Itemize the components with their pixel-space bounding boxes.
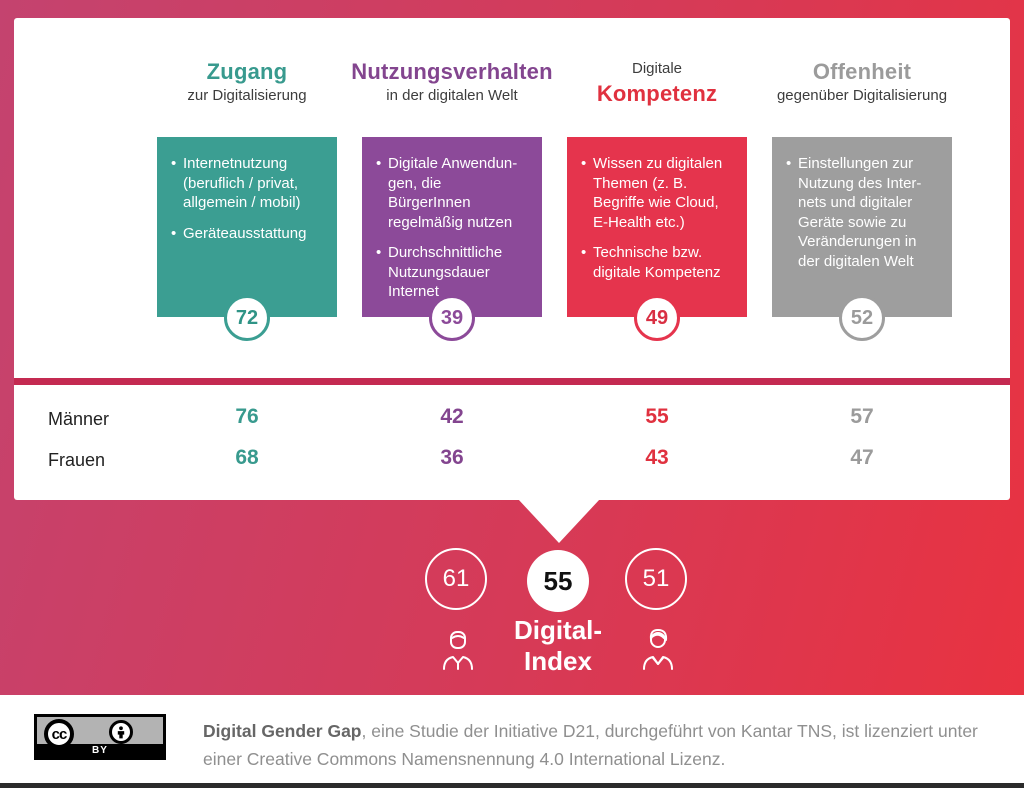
row-value: 36	[440, 446, 464, 469]
section-divider-line	[14, 378, 1010, 385]
row-value: 47	[850, 446, 874, 469]
bullet-item: Wissen zu digitalen Themen (z. B. Begrif…	[581, 154, 733, 232]
row-value: 76	[235, 405, 259, 428]
score-badge-offenheit: 52	[839, 295, 885, 341]
male-icon	[443, 631, 473, 670]
index-circle-maenner: 61	[425, 548, 487, 610]
bottom-edge-bar	[0, 783, 1024, 788]
cc-by-bar: BY	[37, 744, 163, 757]
column-title: Nutzungsverhalten	[351, 59, 553, 84]
attribution-person-icon	[109, 720, 133, 744]
license-text-title: Digital Gender Gap	[203, 721, 362, 741]
row-value: 68	[235, 446, 259, 469]
cc-icon: cc	[44, 719, 74, 749]
column-title: Zugang	[206, 59, 288, 84]
cc-by-license-badge: BY cc	[34, 714, 166, 760]
bullet-item: Durchschnittliche Nutzungsdauer Internet	[376, 243, 528, 302]
row-value: 43	[645, 446, 669, 469]
column-subtitle: in der digitalen Welt	[386, 87, 518, 104]
license-text-rest: , eine Studie der Initiative D21, durchg…	[203, 721, 978, 769]
row-label-maenner: Männer	[48, 409, 110, 429]
column-header-nutzungsverhalten: Nutzungsverhalten in der digitalen Welt	[332, 58, 572, 107]
bullet-item: Internetnutzung (beruflich / privat, all…	[171, 154, 323, 213]
column-header-zugang: Zugang zur Digitalisierung	[127, 58, 367, 107]
row-value: 55	[645, 405, 669, 428]
row-value: 57	[850, 405, 874, 428]
column-header-digitale-kompetenz: Digitale Kompetenz	[537, 58, 777, 107]
column-title: Offenheit	[812, 59, 912, 84]
bullet-item: Einstellungen zur Nutzung des Inter­nets…	[786, 154, 938, 271]
category-box-offenheit: Einstellungen zur Nutzung des Inter­nets…	[772, 137, 952, 341]
bullet-list: Einstellungen zur Nutzung des Inter­nets…	[786, 154, 938, 271]
row-value: 42	[440, 405, 464, 428]
column-subtitle: gegenüber Digitalisierung	[776, 87, 948, 104]
index-circle-frauen: 51	[625, 548, 687, 610]
score-badge-nutzungsverhalten: 39	[429, 295, 475, 341]
category-box-nutzungsverhalten: Digitale Anwendun­gen, die BürgerInnen r…	[362, 137, 542, 341]
category-box-zugang: Internetnutzung (beruflich / privat, all…	[157, 137, 337, 341]
index-circle-gesamt: 55	[527, 550, 589, 612]
bullet-item: Geräteausstattung	[171, 224, 323, 244]
category-box-kompetenz: Wissen zu digitalen Themen (z. B. Begrif…	[567, 137, 747, 341]
bullet-item: Digitale Anwendun­gen, die BürgerInnen r…	[376, 154, 528, 232]
footer	[0, 695, 1024, 783]
score-badge-kompetenz: 49	[634, 295, 680, 341]
score-badge-zugang: 72	[224, 295, 270, 341]
bullet-list: Internetnutzung (beruflich / privat, all…	[171, 154, 323, 243]
column-overline: Digitale	[631, 60, 683, 77]
digital-index-label: Digital-Index	[513, 615, 603, 676]
bullet-list: Wissen zu digitalen Themen (z. B. Begrif…	[581, 154, 733, 282]
female-icon	[643, 629, 673, 670]
column-subtitle: zur Digitalisierung	[187, 87, 307, 104]
panel-pointer-triangle	[518, 499, 600, 543]
bullet-list: Digitale Anwendun­gen, die BürgerInnen r…	[376, 154, 528, 302]
license-text: Digital Gender Gap, eine Studie der Init…	[203, 717, 993, 773]
column-header-offenheit: Offenheit gegenüber Digitalisierung	[742, 58, 982, 107]
column-title: Kompetenz	[596, 81, 718, 106]
row-label-frauen: Frauen	[48, 450, 106, 470]
bullet-item: Technische bzw. digitale Kompetenz	[581, 243, 733, 282]
